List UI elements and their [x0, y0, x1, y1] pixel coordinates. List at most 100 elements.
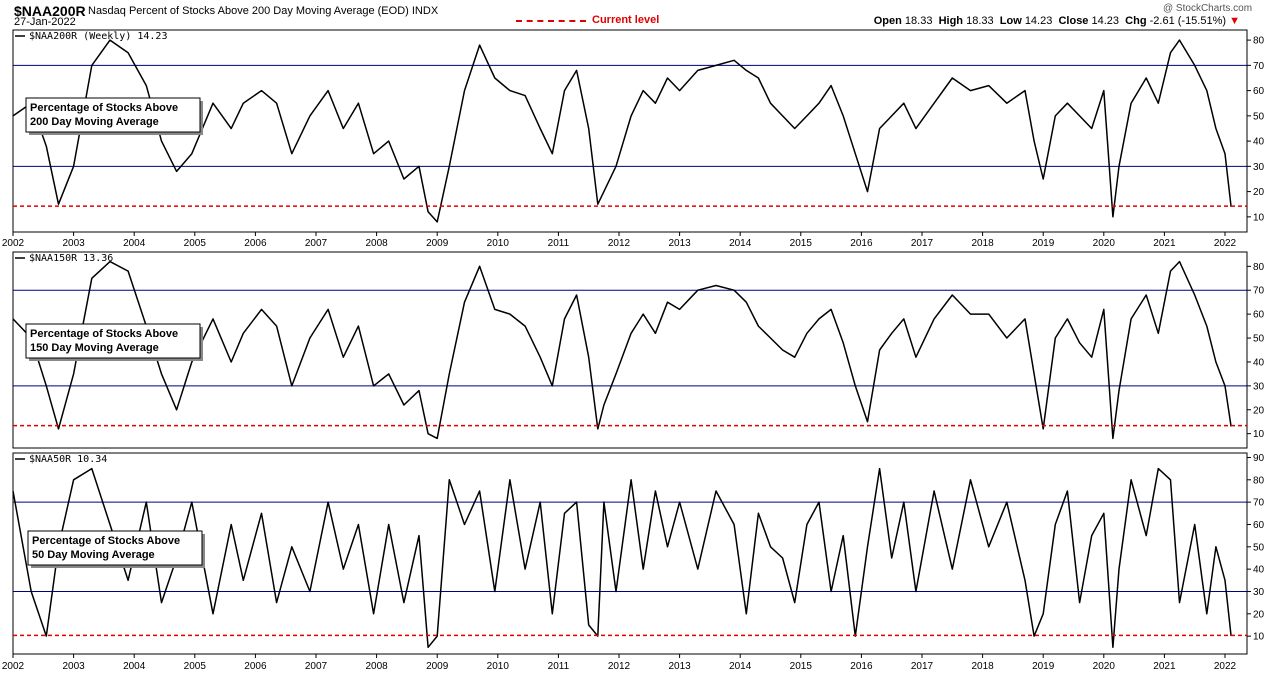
annotation-box [25, 323, 201, 359]
y-tick-label: 60 [1253, 310, 1265, 321]
x-tick-label: 2013 [668, 661, 691, 672]
ohlc-readout: Open 18.33 High 18.33 Low 14.23 Close 14… [874, 15, 1240, 27]
x-tick-label: 2015 [790, 661, 813, 672]
panel-title: $NAA50R 10.34 [29, 454, 107, 465]
y-tick-label: 10 [1253, 212, 1265, 223]
credit: @ StockCharts.com [1163, 3, 1253, 14]
x-tick-label: 2015 [790, 238, 813, 249]
x-tick-label: 2002 [2, 238, 25, 249]
x-tick-label: 2009 [426, 238, 449, 249]
x-tick-label: 2004 [123, 238, 146, 249]
close-value: 14.23 [1091, 15, 1120, 27]
x-tick-label: 2012 [608, 661, 631, 672]
high-value: 18.33 [966, 15, 994, 27]
chart-date: 27-Jan-2022 [14, 16, 76, 28]
annotation-line: 150 Day Moving Average [30, 342, 159, 354]
y-tick-label: 30 [1253, 381, 1265, 392]
current-level-legend-line [516, 20, 586, 22]
low-value: 14.23 [1024, 15, 1053, 27]
y-tick-label: 50 [1253, 542, 1265, 553]
annotation-line: 50 Day Moving Average [32, 549, 155, 561]
y-tick-label: 70 [1253, 61, 1265, 72]
x-tick-label: 2004 [123, 661, 146, 672]
x-tick-label: 2006 [244, 661, 267, 672]
x-tick-label: 2009 [426, 661, 449, 672]
exchange-label: INDX [411, 5, 439, 17]
down-arrow-icon: ▼ [1229, 15, 1240, 27]
panel-1: 10 20 30 40 50 60 70 80 2002 2003 2004 2005 2006 2007… [2, 29, 1265, 249]
y-tick-label: 30 [1253, 587, 1265, 598]
x-tick-label: 2014 [729, 238, 752, 249]
x-tick-label: 2017 [911, 661, 934, 672]
panel-2: 10 20 30 40 50 60 70 80 $NAA150R 13.36 Percentage… [12, 251, 1265, 449]
x-tick-label: 2012 [608, 238, 631, 249]
annotation-line: Percentage of Stocks Above [32, 535, 180, 547]
y-tick-label: 70 [1253, 286, 1265, 297]
x-tick-label: 2010 [487, 238, 510, 249]
x-tick-label: 2016 [850, 238, 873, 249]
panel-title: $NAA150R 13.36 [29, 253, 113, 264]
x-tick-label: 2021 [1153, 238, 1176, 249]
symbol: $NAA200R [14, 3, 86, 19]
plot-frame [12, 29, 1248, 233]
open-label: Open [873, 15, 902, 27]
series-line [12, 260, 1232, 440]
x-tick-label: 2013 [668, 238, 691, 249]
x-tick-label: 2018 [971, 661, 994, 672]
y-tick-label: 80 [1253, 262, 1265, 273]
x-tick-label: 2008 [365, 661, 388, 672]
x-tick-label: 2017 [911, 238, 934, 249]
y-tick-label: 80 [1253, 475, 1265, 486]
y-tick-label: 40 [1253, 565, 1265, 576]
x-tick-label: 2008 [365, 238, 388, 249]
series-line [12, 39, 1232, 223]
y-tick-label: 90 [1253, 453, 1265, 464]
annotation-line: Percentage of Stocks Above [30, 328, 178, 340]
x-tick-label: 2016 [850, 661, 873, 672]
x-tick-label: 2003 [62, 238, 85, 249]
close-label: Close [1058, 15, 1089, 27]
current-level-legend-label: Current level [592, 14, 660, 26]
open-value: 18.33 [904, 15, 933, 27]
high-label: High [938, 15, 964, 27]
panel-3: 10 20 30 40 50 60 70 80 90 2002 2003 2004 2005 2006 20… [2, 452, 1265, 672]
x-tick-label: 2011 [548, 238, 570, 249]
x-tick-label: 2011 [548, 661, 570, 672]
x-tick-label: 2020 [1093, 661, 1116, 672]
x-tick-label: 2010 [487, 661, 510, 672]
x-tick-label: 2022 [1214, 238, 1237, 249]
y-tick-label: 40 [1253, 357, 1265, 368]
plot-frame [12, 452, 1248, 655]
x-tick-label: 2019 [1032, 238, 1055, 249]
x-tick-label: 2002 [2, 661, 25, 672]
x-tick-label: 2007 [305, 661, 328, 672]
y-tick-label: 80 [1253, 36, 1265, 47]
annotation-line: Percentage of Stocks Above [30, 102, 178, 114]
y-tick-label: 20 [1253, 609, 1265, 620]
x-tick-label: 2020 [1093, 238, 1116, 249]
panel-title: $NAA200R (Weekly) 14.23 [29, 31, 167, 42]
x-tick-label: 2022 [1214, 661, 1237, 672]
y-tick-label: 70 [1253, 498, 1265, 509]
x-tick-label: 2021 [1153, 661, 1176, 672]
y-tick-label: 10 [1253, 632, 1265, 643]
x-tick-label: 2019 [1032, 661, 1055, 672]
y-tick-label: 60 [1253, 86, 1265, 97]
x-tick-label: 2003 [62, 661, 85, 672]
y-tick-label: 50 [1253, 111, 1265, 122]
chart-description: Nasdaq Percent of Stocks Above 200 Day M… [88, 5, 438, 17]
x-tick-label: 2005 [184, 661, 207, 672]
x-tick-label: 2006 [244, 238, 267, 249]
x-tick-label: 2014 [729, 661, 752, 672]
y-tick-label: 60 [1253, 520, 1265, 531]
series-line [12, 467, 1232, 649]
annotation-box [25, 97, 201, 133]
y-tick-label: 30 [1253, 162, 1265, 173]
x-tick-label: 2018 [971, 238, 994, 249]
y-tick-label: 10 [1253, 429, 1265, 440]
x-tick-label: 2005 [184, 238, 207, 249]
chg-label: Chg [1125, 15, 1147, 27]
y-tick-label: 50 [1253, 334, 1265, 345]
y-tick-label: 20 [1253, 187, 1265, 198]
